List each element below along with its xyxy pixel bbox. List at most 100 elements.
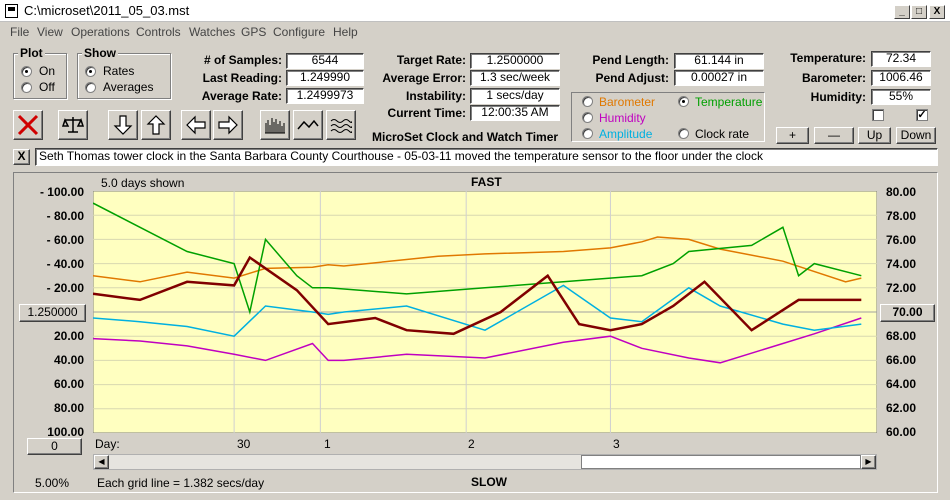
center-value-button[interactable]: 1.250000 bbox=[19, 304, 86, 322]
scale-down-button[interactable]: Down bbox=[896, 127, 936, 144]
left-axis-label: - 20.00 bbox=[46, 281, 84, 295]
red-x-icon bbox=[17, 114, 39, 136]
left-axis-label: 100.00 bbox=[47, 425, 84, 439]
left-axis-label: 60.00 bbox=[53, 377, 84, 391]
app-icon bbox=[5, 4, 18, 18]
menu-gps[interactable]: GPS bbox=[241, 25, 267, 39]
pend-length-field[interactable]: 61.144 in bbox=[674, 53, 764, 69]
wave-icon bbox=[330, 119, 352, 133]
plot-on-label: On bbox=[39, 64, 56, 78]
series-line-clock-rate bbox=[93, 255, 862, 336]
left-axis-label: - 80.00 bbox=[46, 209, 84, 223]
average-rate-field: 1.2499973 bbox=[286, 88, 364, 104]
show-rates-radio[interactable] bbox=[85, 66, 96, 77]
offset-button[interactable]: 0 bbox=[27, 438, 82, 455]
scroll-right-button[interactable]: ▶ bbox=[861, 455, 876, 469]
menu-operations[interactable]: Operations bbox=[71, 25, 130, 39]
series-selector-panel bbox=[571, 92, 765, 142]
scale-up-button[interactable]: Up bbox=[858, 127, 891, 144]
menu-file[interactable]: File bbox=[10, 25, 30, 39]
option-checkbox-1[interactable] bbox=[872, 109, 884, 121]
scrollbar-thumb[interactable] bbox=[581, 455, 861, 469]
plot-off-label: Off bbox=[39, 80, 55, 94]
clock-rate-option-label: Clock rate bbox=[695, 127, 750, 141]
arrow-left-icon bbox=[186, 115, 206, 135]
balance-button[interactable] bbox=[58, 110, 88, 140]
temperature-radio[interactable] bbox=[678, 96, 689, 107]
up-arrow-button[interactable] bbox=[141, 110, 171, 140]
barometer-field: 1006.46 bbox=[871, 70, 931, 86]
histogram-button[interactable] bbox=[260, 110, 290, 140]
temperature-option-label: Temperature bbox=[695, 95, 763, 109]
humidity-radio[interactable] bbox=[582, 112, 593, 123]
day-tick-label: 1 bbox=[324, 437, 331, 451]
clock-rate-radio[interactable] bbox=[678, 128, 689, 139]
note-field[interactable]: Seth Thomas tower clock in the Santa Bar… bbox=[35, 148, 938, 166]
humidity-field: 55% bbox=[871, 89, 931, 105]
instability-label: Instability: bbox=[405, 89, 466, 103]
close-button[interactable]: X bbox=[929, 5, 945, 19]
right-axis-label: 64.00 bbox=[886, 377, 917, 391]
horizontal-scrollbar[interactable]: ◀ ▶ bbox=[93, 454, 877, 470]
menu-bar: File View Operations Controls Watches GP… bbox=[0, 23, 950, 41]
day-tick-label: 2 bbox=[468, 437, 475, 451]
samples-label: # of Samples: bbox=[203, 53, 282, 67]
right-axis-label: 66.00 bbox=[886, 353, 917, 367]
left-arrow-button[interactable] bbox=[181, 110, 211, 140]
current-time-field: 12:00:35 AM bbox=[470, 105, 560, 121]
pend-adjust-field: 0.00027 in bbox=[674, 70, 764, 86]
show-averages-radio[interactable] bbox=[85, 82, 96, 93]
scale-minus-button[interactable]: — bbox=[814, 127, 854, 144]
right-axis-label: 62.00 bbox=[886, 401, 917, 415]
last-reading-field: 1.249990 bbox=[286, 70, 364, 86]
line-graph-button[interactable] bbox=[293, 110, 323, 140]
menu-configure[interactable]: Configure bbox=[273, 25, 326, 39]
down-arrow-button[interactable] bbox=[108, 110, 138, 140]
maximize-button[interactable]: □ bbox=[911, 5, 927, 19]
day-tick-label: 30 bbox=[237, 437, 251, 451]
menu-view[interactable]: View bbox=[37, 25, 63, 39]
graph-panel bbox=[13, 172, 938, 493]
barometer-radio[interactable] bbox=[582, 96, 593, 107]
zoom-label: 5.00% bbox=[35, 476, 70, 490]
minimize-button[interactable]: _ bbox=[894, 5, 910, 19]
scale-plus-button[interactable]: + bbox=[776, 127, 809, 144]
right-arrow-button[interactable] bbox=[213, 110, 243, 140]
menu-help[interactable]: Help bbox=[333, 25, 358, 39]
note-close-button[interactable]: X bbox=[13, 149, 30, 165]
target-rate-field[interactable]: 1.2500000 bbox=[470, 53, 560, 69]
right-center-button[interactable]: 70.00 bbox=[880, 304, 935, 322]
amplitude-option-label: Amplitude bbox=[599, 127, 653, 141]
arrow-up-icon bbox=[146, 115, 166, 135]
arrow-down-icon bbox=[113, 115, 133, 135]
barometer-label: Barometer: bbox=[801, 71, 866, 85]
amplitude-radio[interactable] bbox=[582, 128, 593, 139]
window-title: C:\microset\2011_05_03.mst bbox=[24, 3, 190, 18]
last-reading-label: Last Reading: bbox=[202, 71, 282, 85]
barometer-option-label: Barometer bbox=[599, 95, 656, 109]
show-group bbox=[77, 53, 171, 99]
right-axis-label: 80.00 bbox=[886, 185, 917, 199]
menu-watches[interactable]: Watches bbox=[189, 25, 236, 39]
series-line-humidity bbox=[93, 317, 862, 364]
temperature-label: Temperature: bbox=[790, 51, 866, 65]
right-axis-label: 60.00 bbox=[886, 425, 917, 439]
left-axis-label: 80.00 bbox=[53, 401, 84, 415]
pend-length-label: Pend Length: bbox=[592, 53, 669, 67]
show-group-title: Show bbox=[82, 46, 118, 60]
stop-button[interactable] bbox=[13, 110, 43, 140]
plot-off-radio[interactable] bbox=[21, 82, 32, 93]
slow-label: SLOW bbox=[471, 475, 507, 489]
plot-on-radio[interactable] bbox=[21, 66, 32, 77]
arrow-right-icon bbox=[218, 115, 238, 135]
right-axis-label: 72.00 bbox=[886, 281, 917, 295]
option-checkbox-2[interactable]: ✓ bbox=[916, 109, 928, 121]
plot-area[interactable] bbox=[93, 191, 877, 433]
scroll-left-button[interactable]: ◀ bbox=[94, 455, 109, 469]
wave-graph-button[interactable] bbox=[326, 110, 356, 140]
menu-controls[interactable]: Controls bbox=[136, 25, 181, 39]
balance-scale-icon bbox=[62, 117, 84, 133]
left-axis-label: - 40.00 bbox=[46, 257, 84, 271]
fast-label: FAST bbox=[471, 175, 502, 189]
left-axis-label: - 60.00 bbox=[46, 233, 84, 247]
